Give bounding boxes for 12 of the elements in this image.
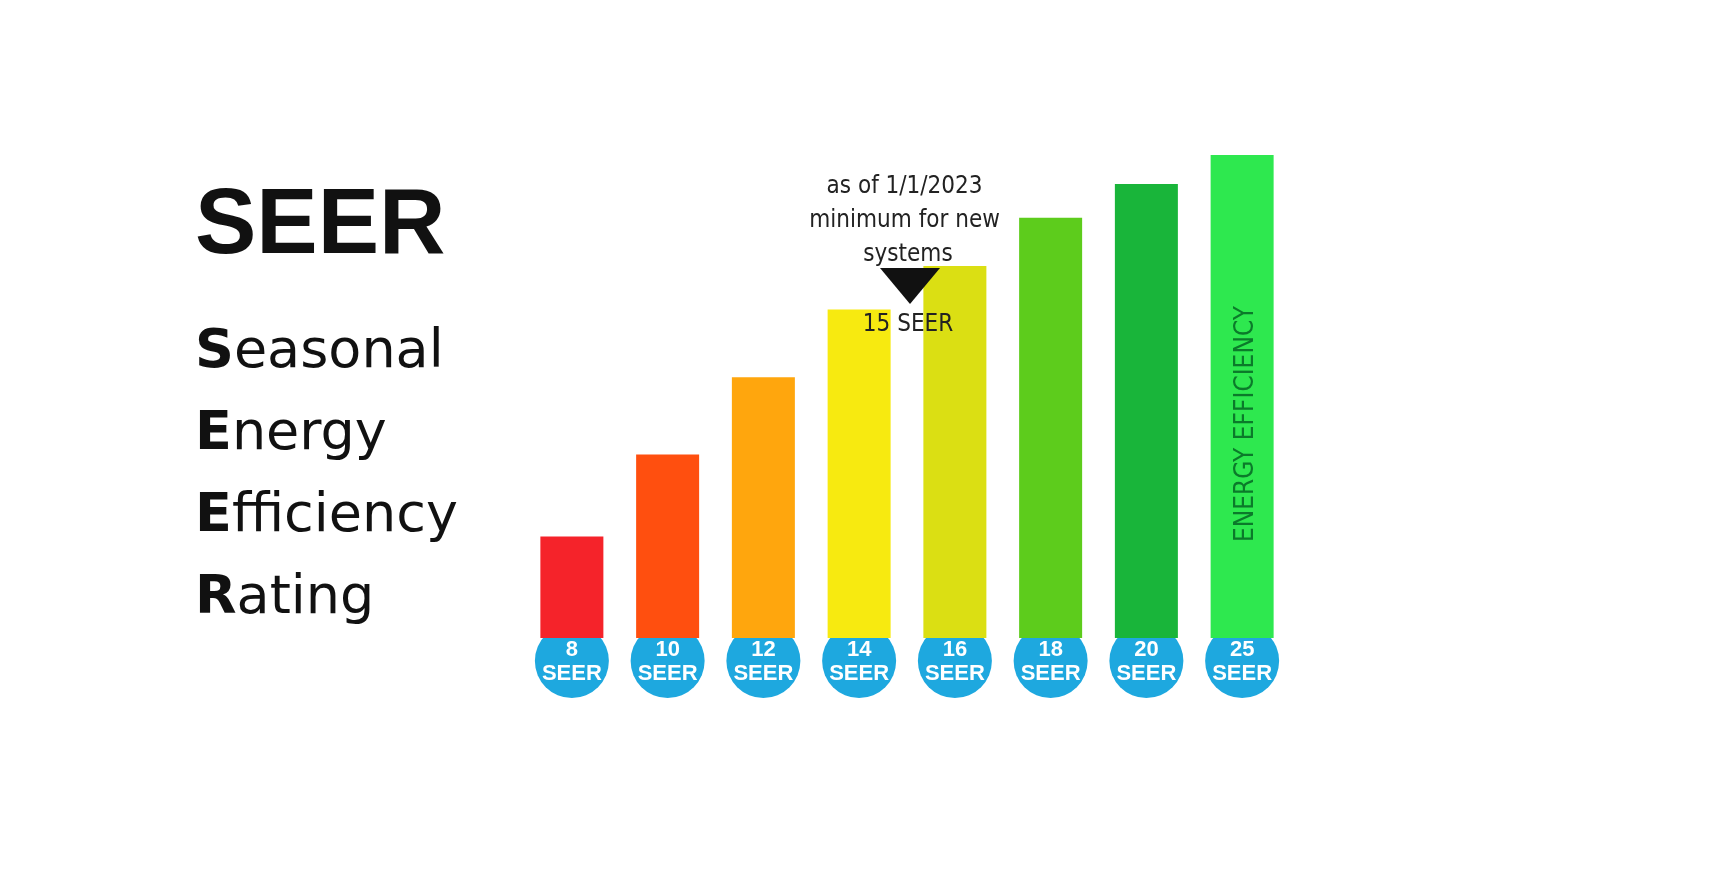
x-tick-label: 25 SEER <box>1212 635 1273 685</box>
x-tick-label: 8 SEER <box>541 635 602 685</box>
x-tick-label: 12 SEER <box>733 635 794 685</box>
annotation: ENERGY EFFICIENCY <box>1229 305 1259 543</box>
x-tick-label: 20 SEER <box>1116 635 1177 685</box>
x-tick-label: 14 SEER <box>829 635 890 685</box>
x-tick-label: 10 SEER <box>637 635 698 685</box>
chart-title: SEER <box>195 170 446 272</box>
x-tick-label: 18 SEER <box>1020 635 1081 685</box>
x-tick-label: 16 SEER <box>924 635 985 685</box>
annotation: as of 1/1/2023 minimum for new systems <box>809 171 1007 267</box>
text: Seasonal Energy Efficiency Rating <box>195 316 458 626</box>
